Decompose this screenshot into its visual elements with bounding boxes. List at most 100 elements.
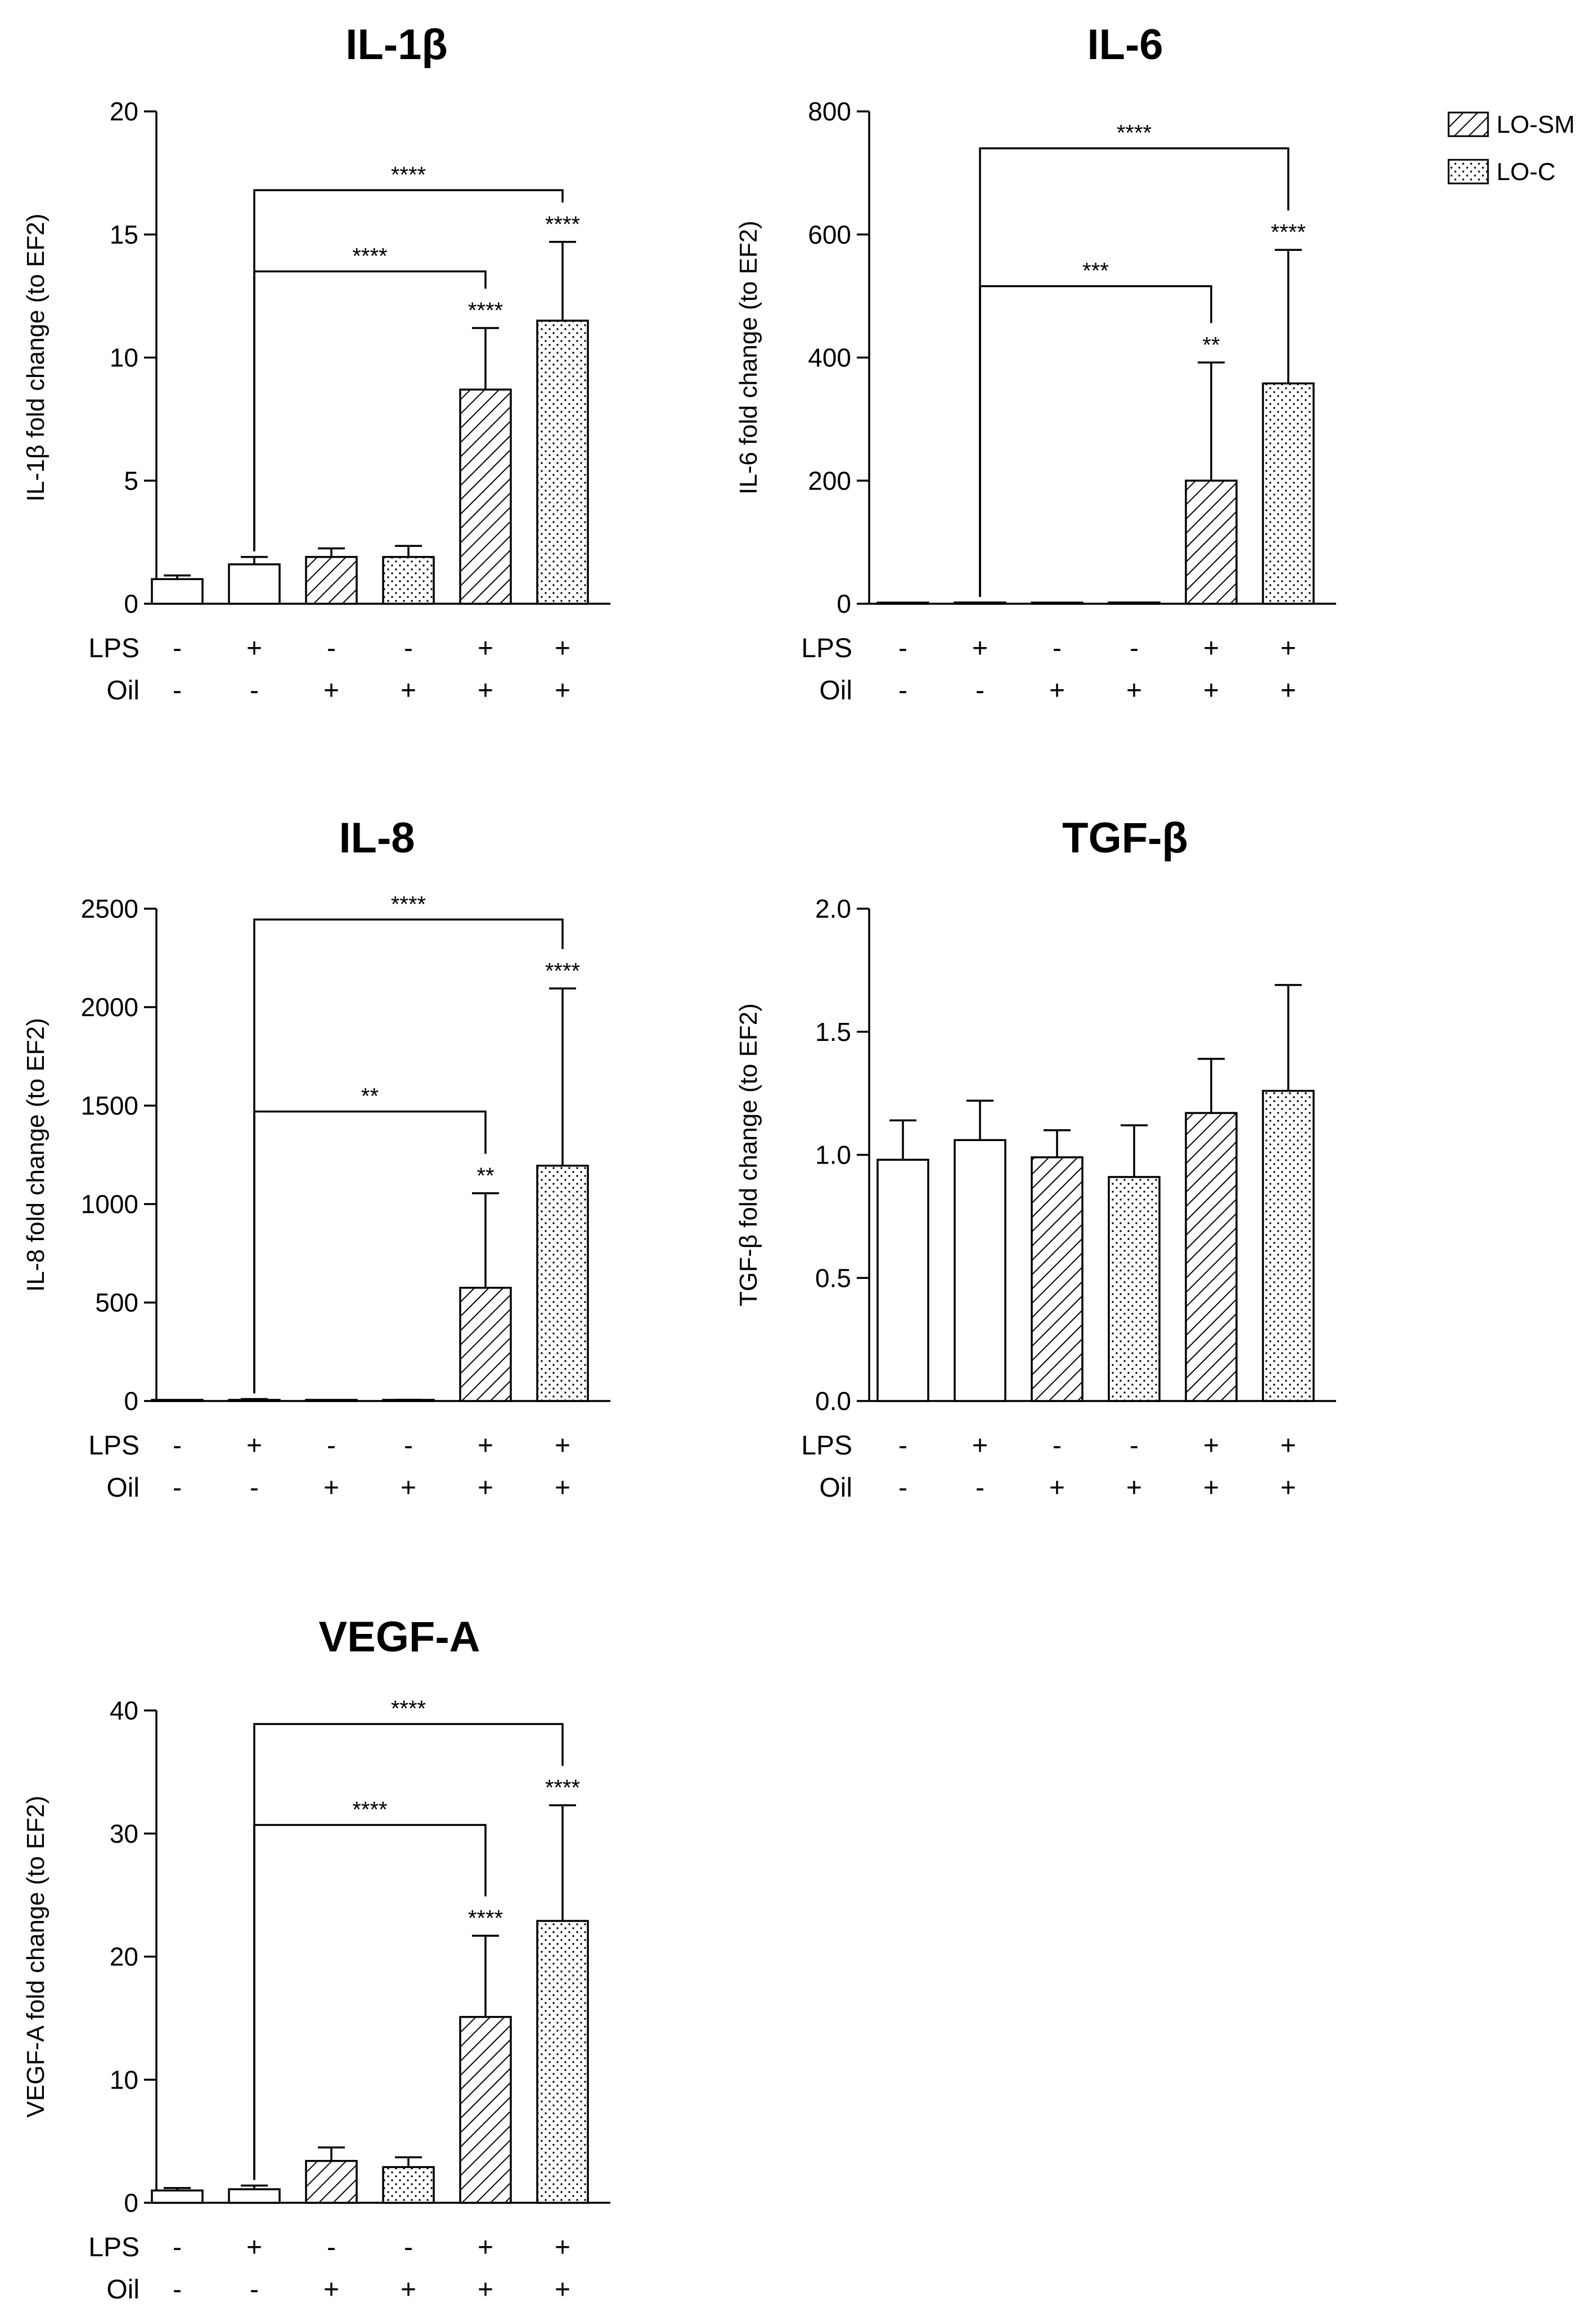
il8-oil-sign-4: + (478, 1473, 493, 1503)
il6-lps-label: LPS (801, 634, 852, 663)
il6-y-tick-label: 0 (837, 589, 851, 618)
il6-lps-sign-4: + (1203, 634, 1219, 663)
il8-title: IL-8 (339, 814, 415, 862)
il8-oil-sign-3: + (401, 1473, 416, 1503)
il6-oil-sign-5: + (1280, 676, 1296, 706)
vegfa-bracket-1 (253, 1723, 564, 2180)
il1b-bar-0 (151, 578, 204, 605)
il1b-lps-label: LPS (88, 634, 140, 663)
chart-tgfb: TGF-β TGF-β fold change (to EF2) 0.0 0.5 1.0… (735, 814, 1336, 1503)
il1b-y-tick-label: 0 (124, 589, 138, 618)
il8-oil-sign-2: + (323, 1473, 339, 1503)
vegfa-y-tick-label: 30 (110, 1819, 138, 1848)
il1b-oil-sign-2: + (323, 676, 339, 706)
il1b-y-tick-label: 10 (110, 343, 138, 372)
il8-lps-sign-1: + (246, 1431, 262, 1461)
il1b-bracket-0 (253, 270, 487, 551)
il6-bar-4 (1185, 479, 1238, 605)
il6-bar-star-5: **** (1271, 220, 1306, 245)
il6-oil-sign-4: + (1203, 676, 1219, 706)
tgfb-bar-0 (876, 1159, 929, 1402)
il1b-ylabel: IL-1β fold change (to EF2) (22, 213, 50, 501)
tgfb-lps-sign-2: - (1053, 1431, 1062, 1461)
il8-lps-sign-4: + (478, 1431, 493, 1461)
il1b-lps-sign-2: - (327, 634, 336, 663)
vegfa-oil-sign-3: + (401, 2275, 416, 2305)
legend-swatch-lo-sm (1447, 111, 1489, 137)
il1b-oil-sign-5: + (555, 676, 570, 706)
il8-y-tick-label: 2000 (81, 993, 138, 1022)
il1b-title: IL-1β (345, 21, 448, 69)
il6-bar-5 (1262, 382, 1315, 605)
vegfa-oil-label: Oil (106, 2275, 140, 2305)
vegfa-y-tick-label: 20 (110, 1942, 138, 1972)
il1b-lps-sign-5: + (555, 634, 570, 663)
il6-ylabel: IL-6 fold change (to EF2) (735, 221, 762, 495)
il8-y-tick-label: 1500 (81, 1091, 138, 1120)
il6-bracket-0 (979, 285, 1212, 597)
vegfa-lps-sign-4: + (478, 2233, 493, 2262)
il1b-bar-star-4: **** (468, 298, 503, 323)
il1b-bracket-label-1: **** (391, 163, 426, 187)
il8-bar-0 (151, 1399, 204, 1402)
il8-bracket-1 (253, 918, 564, 1394)
il8-bar-5 (536, 1165, 589, 1402)
chart-il6: IL-6 IL-6 fold change (to EF2) 0 200 400 600 8… (735, 21, 1336, 706)
il6-bar-star-4: ** (1202, 333, 1220, 357)
tgfb-oil-label: Oil (819, 1473, 852, 1503)
vegfa-lps-sign-3: - (404, 2233, 413, 2262)
chart-vegfa: VEGF-A VEGF-A fold change (to EF2) 0 10 20 30… (22, 1613, 610, 2305)
il8-bar-1 (228, 1399, 281, 1402)
vegfa-oil-sign-1: - (250, 2275, 259, 2305)
il1b-y-tick-label: 5 (124, 466, 138, 495)
vegfa-bar-0 (151, 2189, 204, 2204)
tgfb-oil-sign-0: - (898, 1473, 907, 1503)
il6-bar-3 (1108, 601, 1161, 605)
il6-bracket-label-0: *** (1082, 259, 1109, 284)
il8-lps-sign-0: - (173, 1431, 182, 1461)
il6-y-tick-label: 800 (808, 97, 851, 126)
il6-oil-sign-0: - (898, 676, 907, 706)
tgfb-oil-sign-1: - (975, 1473, 984, 1503)
legend: LO-SM LO-C (1447, 111, 1575, 186)
il8-oil-sign-1: - (250, 1473, 259, 1503)
chart-il1b: IL-1β IL-1β fold change (to EF2) 0 5 10 15 20 *… (22, 21, 610, 706)
tgfb-title: TGF-β (1062, 814, 1188, 862)
vegfa-y-tick-label: 40 (110, 1696, 138, 1725)
tgfb-oil-sign-2: + (1049, 1473, 1065, 1503)
il1b-oil-sign-1: - (250, 676, 259, 706)
il6-oil-sign-2: + (1049, 676, 1065, 706)
tgfb-y-tick-label: 2.0 (815, 894, 851, 923)
il6-lps-sign-2: - (1053, 634, 1062, 663)
il8-bar-2 (305, 1399, 358, 1402)
il6-oil-label: Oil (819, 676, 852, 706)
tgfb-lps-sign-1: + (972, 1431, 988, 1461)
il8-lps-sign-5: + (555, 1431, 570, 1461)
tgfb-oil-sign-3: + (1126, 1473, 1142, 1503)
il6-bar-0 (876, 601, 929, 605)
tgfb-lps-sign-3: - (1130, 1431, 1139, 1461)
il6-lps-sign-1: + (972, 634, 988, 663)
il8-oil-sign-0: - (173, 1473, 182, 1503)
tgfb-y-tick-label: 1.0 (815, 1140, 851, 1170)
tgfb-lps-label: LPS (801, 1431, 852, 1461)
il8-y-tick-label: 0 (124, 1386, 138, 1416)
il1b-bar-5 (536, 320, 589, 605)
vegfa-bar-star-5: **** (545, 1775, 580, 1800)
vegfa-bar-2 (305, 2159, 358, 2204)
tgfb-y-tick-label: 0.0 (815, 1386, 851, 1416)
vegfa-lps-sign-0: - (173, 2233, 182, 2262)
vegfa-lps-sign-1: + (246, 2233, 262, 2262)
il6-bracket-1 (979, 147, 1289, 597)
il6-lps-sign-5: + (1280, 634, 1296, 663)
tgfb-oil-sign-4: + (1203, 1473, 1219, 1503)
tgfb-oil-sign-5: + (1280, 1473, 1296, 1503)
tgfb-y-tick-label: 0.5 (815, 1263, 851, 1292)
vegfa-oil-sign-4: + (478, 2275, 493, 2305)
il8-oil-label: Oil (106, 1473, 140, 1503)
tgfb-bar-1 (954, 1139, 1006, 1402)
il6-y-tick-label: 400 (808, 343, 851, 372)
il6-lps-sign-3: - (1130, 634, 1139, 663)
vegfa-oil-sign-5: + (555, 2275, 570, 2305)
tgfb-lps-sign-4: + (1203, 1431, 1219, 1461)
